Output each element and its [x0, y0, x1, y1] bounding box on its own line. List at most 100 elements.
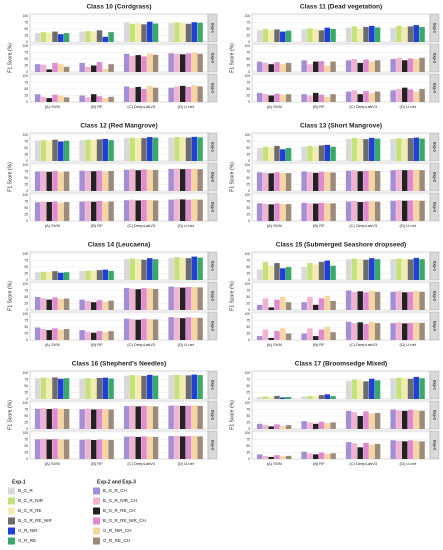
- bar: [396, 138, 402, 161]
- bar: [363, 170, 369, 191]
- legend-swatch: [93, 527, 100, 535]
- y-tick-label: 25: [24, 450, 28, 454]
- bar: [285, 396, 292, 399]
- bar: [401, 441, 408, 459]
- bar: [374, 380, 381, 399]
- y-tick-label: 0: [26, 219, 28, 223]
- bar: [401, 60, 408, 72]
- bar: [168, 87, 174, 102]
- strip-label: Exp-3: [211, 321, 215, 331]
- bar: [407, 138, 414, 161]
- bar: [407, 378, 414, 399]
- y-axis-label: F1 Score (%): [229, 281, 235, 311]
- bar: [274, 203, 280, 221]
- bar: [413, 59, 420, 72]
- y-tick-label: 100: [245, 14, 251, 18]
- y-tick-label: 100: [23, 312, 29, 316]
- y-tick-label: 25: [246, 420, 250, 424]
- bar: [262, 396, 269, 399]
- bar: [191, 317, 198, 340]
- strip: [207, 73, 218, 103]
- bar: [374, 291, 381, 310]
- bar: [96, 170, 103, 191]
- bar: [174, 405, 180, 429]
- bar: [96, 139, 103, 161]
- strip: [207, 430, 218, 460]
- strip: [429, 281, 440, 311]
- bar: [79, 270, 85, 280]
- y-tick-label: 75: [24, 318, 28, 322]
- bar: [351, 26, 358, 42]
- bar: [96, 270, 103, 280]
- legend-label: B_G_R_RE_NIR: [18, 518, 53, 523]
- bar: [285, 173, 292, 191]
- bar: [152, 375, 159, 399]
- bar: [374, 138, 381, 161]
- bar: [34, 272, 41, 280]
- bar: [357, 322, 363, 340]
- legend-label: G_R_RE: [18, 538, 36, 543]
- y-tick-label: 0: [248, 427, 250, 431]
- y-tick-label: 75: [246, 407, 250, 411]
- bar: [90, 94, 97, 102]
- bar: [419, 26, 425, 42]
- y-tick-label: 100: [245, 401, 251, 405]
- bar: [262, 146, 269, 161]
- bar: [58, 95, 64, 102]
- bar: [129, 405, 136, 429]
- bar: [369, 25, 375, 42]
- bar: [369, 170, 375, 191]
- bar: [40, 377, 47, 399]
- bar: [129, 319, 136, 340]
- bar: [285, 148, 292, 161]
- bar: [179, 318, 186, 340]
- bar: [390, 291, 396, 310]
- legend-label: G_R_NIR: [18, 528, 38, 533]
- bar: [345, 290, 352, 310]
- bar: [40, 298, 47, 310]
- bar: [274, 395, 280, 399]
- bar: [280, 328, 286, 340]
- x-tick-label: (D) U-net: [178, 342, 195, 347]
- bar: [301, 451, 307, 459]
- y-tick-label: 75: [246, 318, 250, 322]
- y-tick-label: 75: [24, 50, 28, 54]
- bar: [396, 57, 402, 72]
- bar: [369, 137, 375, 161]
- bar: [351, 412, 358, 429]
- bar: [123, 287, 130, 310]
- bar: [79, 299, 85, 310]
- bar: [268, 307, 274, 310]
- bar: [185, 53, 192, 72]
- bar: [396, 89, 402, 102]
- bar: [46, 271, 52, 280]
- strip: [429, 43, 440, 73]
- strip-label: Exp-3: [433, 83, 437, 93]
- bar: [179, 54, 186, 72]
- bar: [123, 200, 130, 221]
- bar: [374, 412, 381, 429]
- bar: [135, 86, 141, 102]
- bar: [85, 331, 91, 340]
- bar: [174, 22, 180, 42]
- bar: [168, 199, 174, 221]
- bar: [46, 330, 52, 340]
- y-tick-label: 75: [24, 258, 28, 262]
- y-tick-label: 50: [246, 325, 250, 329]
- bar: [191, 405, 198, 429]
- bar: [357, 202, 363, 221]
- strip-label: Exp-3: [433, 440, 437, 450]
- bar: [52, 297, 58, 310]
- bar: [268, 204, 274, 221]
- bar: [345, 201, 352, 221]
- bar: [135, 436, 141, 459]
- bar: [256, 336, 263, 340]
- bar: [357, 138, 363, 161]
- bar: [285, 302, 292, 310]
- panel-title: Class 17 (Broomsedge Mixed): [295, 361, 387, 368]
- bar: [268, 95, 274, 102]
- bar: [274, 145, 280, 161]
- y-tick-label: 0: [26, 100, 28, 104]
- bar: [85, 300, 91, 310]
- y-tick-label: 50: [24, 325, 28, 329]
